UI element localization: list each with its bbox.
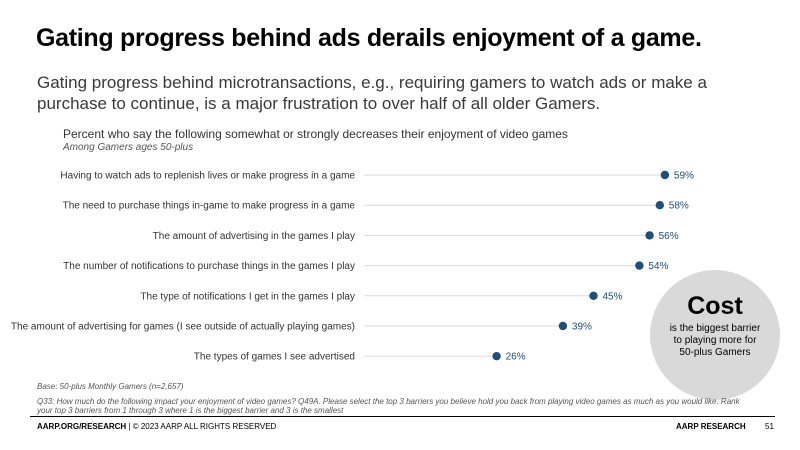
category-label: The amount of advertising in the games I… — [153, 231, 355, 242]
data-point — [660, 170, 670, 180]
callout-body: is the biggest barrier to playing more f… — [669, 323, 761, 358]
question-note: Q33: How much do the following impact yo… — [37, 397, 740, 415]
category-label: The amount of advertising for games (I s… — [11, 322, 355, 333]
base-note: Base: 50-plus Monthly Gamers (n=2,657) — [37, 382, 184, 391]
data-point — [655, 201, 664, 210]
value-label: 39% — [572, 322, 592, 333]
footer-source-link: AARP.ORG/RESEARCH — [37, 422, 127, 431]
callout-heading: Cost — [687, 292, 743, 320]
data-point — [635, 261, 644, 270]
category-label: The type of notifications I get in the g… — [140, 291, 355, 302]
page-number: 51 — [765, 422, 774, 431]
category-label: The need to purchase things in-game to m… — [63, 201, 356, 212]
footer-copyright: | © 2023 AARP ALL RIGHTS RESERVED — [126, 422, 277, 431]
cost-callout: Cost is the biggest barrier to playing m… — [650, 270, 780, 400]
data-point — [558, 321, 568, 331]
category-label: The types of games I see advertised — [194, 352, 355, 363]
value-label: 56% — [659, 231, 679, 242]
data-point — [589, 291, 598, 300]
value-label: 26% — [506, 352, 526, 363]
value-label: 45% — [603, 291, 623, 302]
footer-brand: AARP RESEARCH — [676, 422, 746, 431]
slide-subtitle: Gating progress behind microtransactions… — [37, 73, 707, 113]
category-label: The number of notifications to purchase … — [63, 261, 355, 272]
data-point — [492, 352, 501, 361]
chart-title: Percent who say the following somewhat o… — [63, 127, 568, 141]
chart-subtitle: Among Gamers ages 50-plus — [63, 142, 194, 153]
value-label: 58% — [669, 201, 689, 212]
value-label: 59% — [674, 171, 694, 182]
category-label: Having to watch ads to replenish lives o… — [60, 171, 355, 182]
slide-title: Gating progress behind ads derails enjoy… — [36, 24, 702, 52]
value-label: 54% — [648, 261, 668, 272]
data-point — [645, 231, 654, 240]
footer-source: AARP.ORG/RESEARCH | © 2023 AARP ALL RIGH… — [37, 422, 276, 431]
footer-divider — [30, 416, 775, 417]
